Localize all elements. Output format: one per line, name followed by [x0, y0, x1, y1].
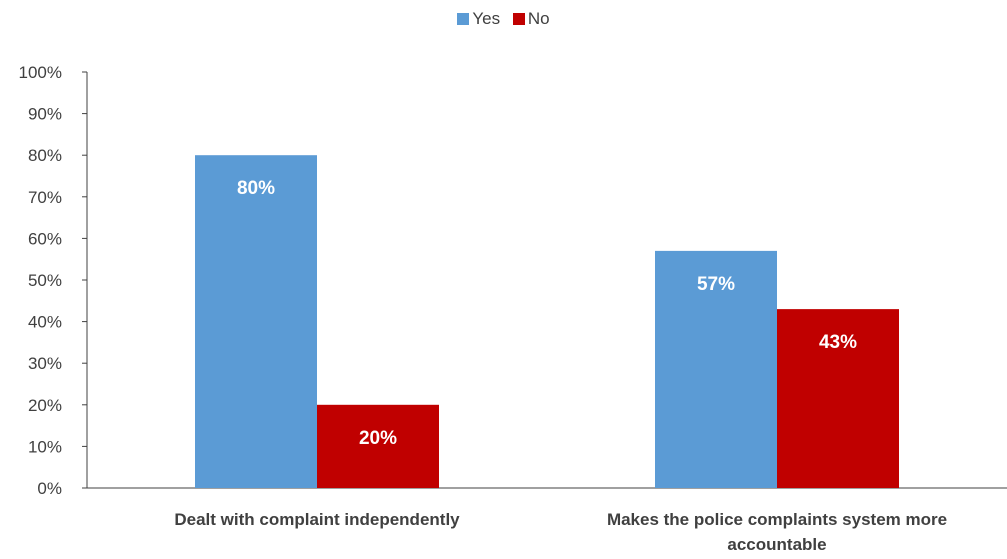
data-label-yes-2: 57%	[697, 274, 735, 295]
legend-label-no: No	[527, 8, 550, 28]
y-tick-label: 50%	[28, 271, 62, 290]
y-tick-label: 30%	[28, 354, 62, 373]
y-tick-label: 60%	[28, 229, 62, 248]
y-tick-label: 90%	[28, 105, 62, 124]
y-tick-label: 100%	[19, 63, 62, 82]
y-tick-label: 70%	[28, 188, 62, 207]
x-category-label-2: accountable	[727, 535, 826, 554]
legend-item-yes: Yes	[457, 9, 500, 29]
legend-swatch-yes	[457, 12, 470, 25]
bar-yes-1	[195, 155, 317, 488]
bar-yes-2	[655, 250, 777, 488]
data-label-no-2: 43%	[819, 332, 857, 353]
legend-label-yes: Yes	[472, 8, 501, 28]
y-tick-label: 10%	[28, 437, 62, 456]
x-category-label-1: Dealt with complaint independently	[174, 510, 460, 529]
x-category-label-2: Makes the police complaints system more	[607, 510, 947, 529]
legend-item-no: No	[512, 8, 550, 29]
legend: Yes No	[0, 8, 1007, 29]
legend-swatch-no	[512, 12, 525, 25]
y-tick-label: 40%	[28, 313, 62, 332]
data-label-no-1: 20%	[359, 428, 397, 449]
y-tick-label: 0%	[37, 479, 62, 498]
y-tick-label: 20%	[28, 396, 62, 415]
bar-no-1	[317, 404, 439, 488]
y-tick-label: 80%	[28, 146, 62, 165]
bar-no-2	[777, 309, 899, 488]
data-label-yes-1: 80%	[237, 178, 275, 199]
